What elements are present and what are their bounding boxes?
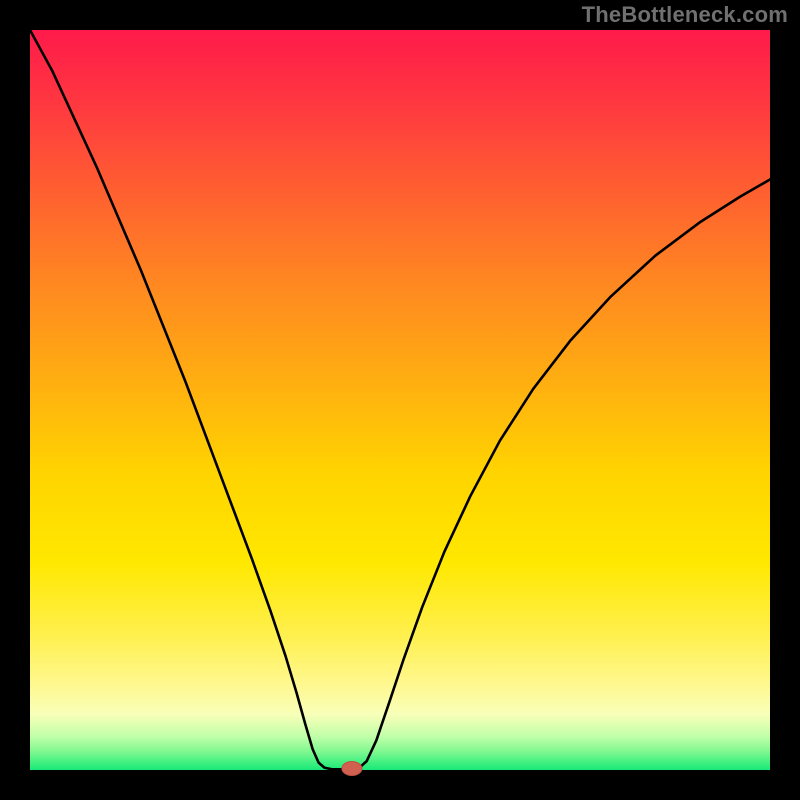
plot-background [30,30,770,770]
optimal-point-marker [342,762,362,776]
bottleneck-chart [0,0,800,800]
chart-container: TheBottleneck.com [0,0,800,800]
watermark-text: TheBottleneck.com [582,2,788,28]
